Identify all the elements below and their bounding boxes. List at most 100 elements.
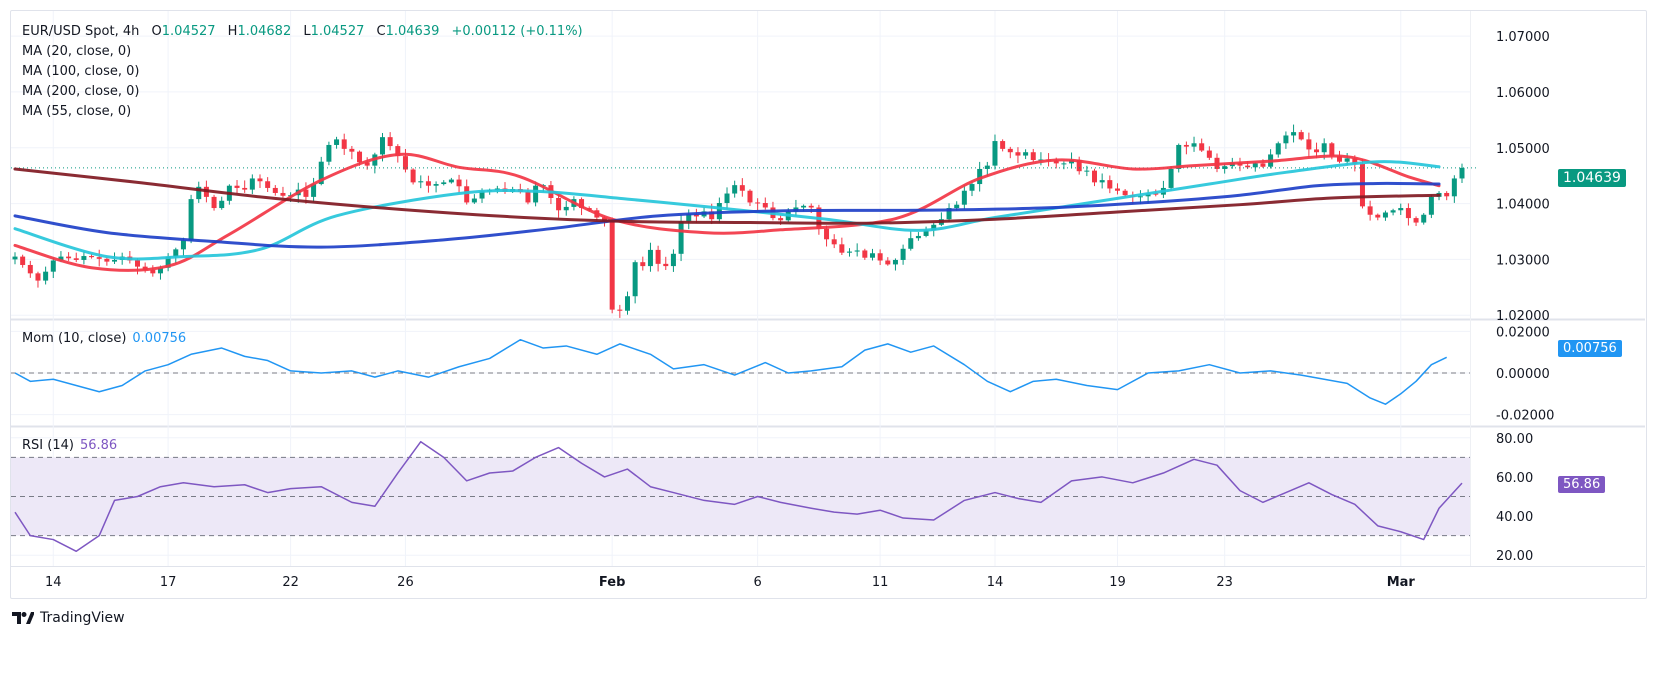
candle-down bbox=[862, 250, 868, 258]
candle-down bbox=[349, 148, 355, 152]
candle-down bbox=[824, 228, 830, 240]
legend-ma100[interactable]: MA (100, close, 0) bbox=[22, 64, 140, 79]
candle-down bbox=[1413, 218, 1419, 223]
candle-down bbox=[272, 187, 278, 193]
open-value: O1.04527 bbox=[151, 24, 216, 39]
price-axis-label: 80.00 bbox=[1496, 432, 1533, 447]
price-axis-label: 1.04000 bbox=[1496, 198, 1550, 213]
candle-down bbox=[1015, 152, 1021, 156]
candle-up bbox=[1084, 170, 1090, 172]
rsi-title: RSI (14) bbox=[22, 438, 74, 453]
candle-up bbox=[180, 240, 186, 250]
mom-legend[interactable]: Mom (10, close) 0.00756 bbox=[22, 331, 186, 346]
candle-down bbox=[1314, 149, 1320, 153]
candle-up bbox=[418, 181, 424, 183]
candle-down bbox=[1107, 180, 1113, 189]
candle-up bbox=[1168, 168, 1174, 188]
candle-down bbox=[1092, 170, 1098, 183]
tradingview-logo-icon bbox=[12, 612, 34, 624]
candle-down bbox=[617, 309, 623, 311]
candle-down bbox=[1153, 193, 1159, 195]
candle-up bbox=[448, 179, 454, 183]
axes: 14 17 22 26 Feb 6 11 14 19 23 Mar 1.07000 1.06000 1.0… bbox=[45, 30, 1554, 590]
candle-down bbox=[747, 190, 753, 203]
candle-up bbox=[318, 161, 324, 185]
candle-up bbox=[379, 137, 385, 155]
candle-down bbox=[35, 273, 41, 281]
candle-down bbox=[66, 256, 72, 259]
ma-line-200 bbox=[13, 167, 1441, 225]
rsi-legend-value: 56.86 bbox=[79, 438, 118, 453]
candle-up bbox=[1023, 152, 1029, 156]
candle-up bbox=[1321, 143, 1327, 153]
candle-down bbox=[280, 192, 286, 196]
candle-up bbox=[1275, 143, 1281, 155]
candle-down bbox=[1352, 158, 1358, 164]
candle-down bbox=[693, 214, 699, 217]
candle-up bbox=[854, 250, 860, 252]
candle-up bbox=[984, 165, 990, 169]
candle-up bbox=[678, 221, 684, 254]
candle-up bbox=[670, 253, 676, 267]
candle-down bbox=[89, 256, 95, 258]
candle-down bbox=[242, 187, 248, 190]
candle-down bbox=[27, 264, 33, 274]
time-axis-label: 23 bbox=[1216, 575, 1233, 590]
tradingview-logo[interactable]: TradingView bbox=[12, 610, 125, 626]
mom-legend-value: 0.00756 bbox=[132, 331, 187, 346]
candle-up bbox=[900, 248, 906, 260]
candle-down bbox=[1375, 214, 1381, 218]
candle-up bbox=[1398, 208, 1404, 211]
rsi-last-tag: 56.86 bbox=[1558, 476, 1606, 493]
candle-up bbox=[869, 253, 875, 258]
candle-down bbox=[1183, 144, 1189, 147]
candle-down bbox=[556, 197, 562, 211]
last-price-tag: 1.04639 bbox=[1558, 169, 1626, 187]
candle-up bbox=[632, 262, 638, 297]
time-axis-label: Mar bbox=[1387, 575, 1416, 590]
candle-down bbox=[1122, 190, 1128, 196]
candle-up bbox=[946, 208, 952, 220]
candle-up bbox=[165, 256, 171, 268]
candle-down bbox=[1306, 139, 1312, 150]
candle-up bbox=[1137, 196, 1143, 198]
candle-up bbox=[112, 259, 118, 262]
candle-up bbox=[1291, 132, 1297, 136]
candle-down bbox=[885, 260, 891, 265]
candle-up bbox=[311, 184, 317, 197]
time-axis-label: 26 bbox=[397, 575, 414, 590]
candle-up bbox=[931, 224, 937, 231]
candle-down bbox=[402, 156, 408, 170]
rsi-legend[interactable]: RSI (14) 56.86 bbox=[22, 438, 117, 453]
candle-down bbox=[73, 258, 79, 260]
candle-up bbox=[58, 256, 64, 261]
candle-down bbox=[234, 185, 240, 188]
candle-up bbox=[1252, 163, 1258, 168]
candle-up bbox=[433, 184, 439, 186]
candle-down bbox=[410, 169, 416, 183]
price-axis-label: 0.02000 bbox=[1496, 325, 1550, 340]
time-axis-label: 6 bbox=[753, 575, 761, 590]
candle-down bbox=[265, 181, 271, 188]
candle-down bbox=[1114, 188, 1120, 191]
candle-up bbox=[961, 190, 967, 205]
candle-down bbox=[663, 263, 669, 267]
price-axis-label: 1.07000 bbox=[1496, 30, 1550, 45]
candle-down bbox=[831, 239, 837, 245]
price-axis-label: 60.00 bbox=[1496, 471, 1533, 486]
candle-up bbox=[1099, 180, 1105, 183]
candle-down bbox=[456, 179, 462, 187]
candle-up bbox=[1451, 178, 1457, 197]
symbol-title[interactable]: EUR/USD Spot, 4h bbox=[22, 24, 140, 39]
candle-down bbox=[303, 189, 309, 197]
legend-ma200[interactable]: MA (200, close, 0) bbox=[22, 84, 140, 99]
candle-down bbox=[1329, 143, 1335, 157]
time-axis-label: Feb bbox=[599, 575, 625, 590]
legend-ma20[interactable]: MA (20, close, 0) bbox=[22, 44, 132, 59]
candle-down bbox=[395, 146, 401, 157]
time-axis-label: 14 bbox=[45, 575, 62, 590]
candle-down bbox=[1053, 160, 1059, 164]
candle-up bbox=[249, 178, 255, 190]
legend-ma55[interactable]: MA (55, close, 0) bbox=[22, 104, 132, 119]
